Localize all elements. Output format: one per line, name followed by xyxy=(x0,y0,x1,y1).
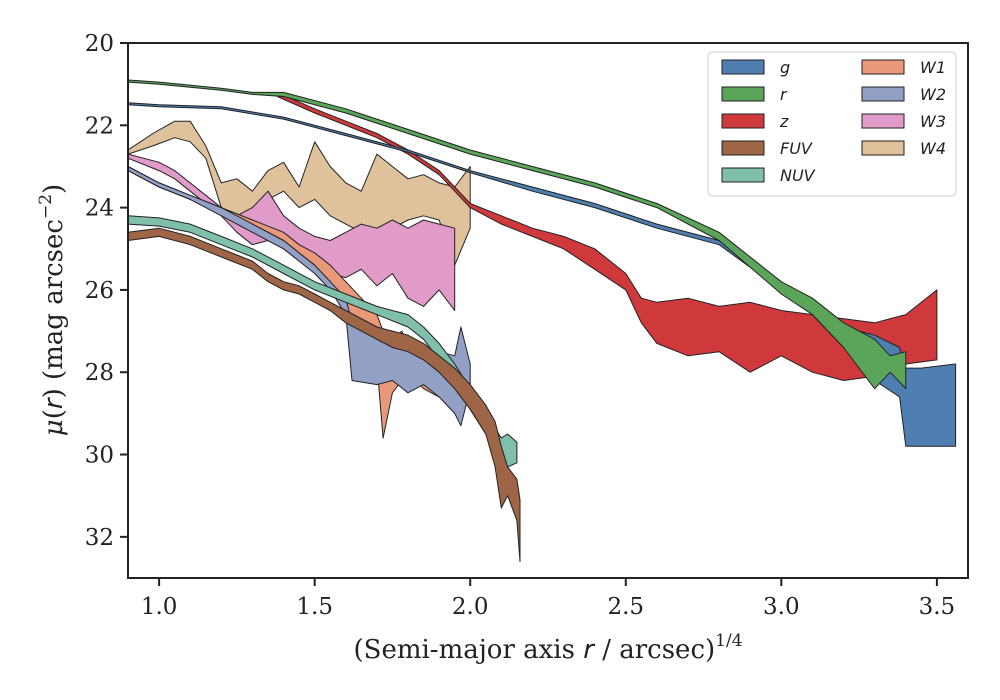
area-fuv xyxy=(128,227,521,562)
y-axis-ticks: 20 22 24 26 28 30 32 xyxy=(85,31,128,551)
legend-label-w4: W4 xyxy=(920,139,946,158)
series-areas xyxy=(128,79,957,562)
x-tick-label: 3.5 xyxy=(919,594,956,620)
plot-frame xyxy=(127,42,969,579)
area-nuv xyxy=(128,215,518,468)
legend-label-fuv: FUV xyxy=(780,139,813,158)
legend-swatch-w1 xyxy=(861,59,905,75)
legend-swatch-fuv xyxy=(721,140,765,156)
y-tick-label: 20 xyxy=(85,31,114,57)
legend-label-w2: W2 xyxy=(920,85,946,104)
area-w3 xyxy=(128,153,456,311)
y-tick-label: 24 xyxy=(85,196,114,222)
legend-label-w1: W1 xyxy=(920,58,946,77)
legend-label-g: g xyxy=(780,58,790,77)
legend-swatch-r xyxy=(721,86,765,102)
x-axis-ticks: 1.0 1.5 2.0 2.5 3.0 3.5 xyxy=(141,578,955,620)
y-axis-label: μ(r) (mag arcsec−2) xyxy=(36,184,69,436)
legend-label-nuv: NUV xyxy=(780,166,816,185)
legend-swatch-w4 xyxy=(861,140,905,156)
area-g xyxy=(128,102,957,447)
legend-label-r: r xyxy=(780,85,788,104)
legend-swatch-nuv xyxy=(721,167,765,183)
legend-label-z: z xyxy=(779,112,789,131)
legend-swatch-w2 xyxy=(861,86,905,102)
x-tick-label: 3.0 xyxy=(763,594,800,620)
legend-swatch-z xyxy=(721,113,765,129)
x-axis-label: (Semi-major axis r / arcsec)1/4 xyxy=(353,631,742,665)
y-tick-label: 28 xyxy=(85,360,114,386)
y-tick-label: 26 xyxy=(85,278,114,304)
y-tick-label: 30 xyxy=(85,443,114,469)
y-tick-label: 32 xyxy=(85,525,114,551)
x-tick-label: 1.0 xyxy=(141,594,178,620)
area-z xyxy=(276,91,938,381)
x-tick-label: 1.5 xyxy=(296,594,333,620)
x-tick-label: 2.0 xyxy=(452,594,489,620)
x-tick-label: 2.5 xyxy=(607,594,644,620)
legend-swatch-w3 xyxy=(861,113,905,129)
y-tick-label: 22 xyxy=(85,113,114,139)
area-r xyxy=(128,79,907,390)
legend: grz FUV NUV W1 W2 W3 W4 xyxy=(707,51,957,197)
legend-swatch-g xyxy=(721,59,765,75)
legend-label-w3: W3 xyxy=(920,112,946,131)
